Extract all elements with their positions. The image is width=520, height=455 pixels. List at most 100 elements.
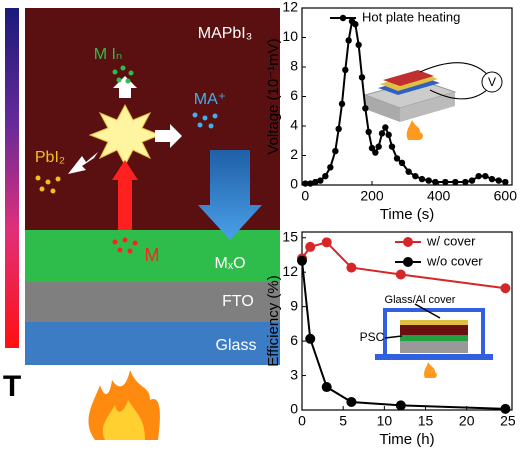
x-tick-label: 20 (459, 413, 475, 429)
data-point (365, 128, 372, 136)
legend-marker (403, 237, 413, 247)
plot-frame (301, 231, 513, 411)
arrow (155, 124, 182, 148)
y-tick-label: 15 (282, 228, 298, 244)
y-tick-label: 0 (290, 176, 298, 192)
data-point (475, 172, 482, 180)
svg-text:V: V (488, 75, 496, 89)
burst (88, 103, 162, 167)
data-point (332, 147, 339, 155)
data-point (405, 168, 412, 175)
y-tick-label: 6 (290, 332, 298, 348)
data-point (398, 159, 406, 167)
x-tick-label: 400 (427, 188, 451, 204)
x-axis-label: Time (s) (380, 206, 434, 223)
data-point (346, 262, 357, 273)
data-point (307, 180, 314, 187)
data-point (482, 172, 489, 180)
annotation: PSC (360, 330, 385, 344)
data-point (495, 177, 502, 184)
y-tick-label: 12 (282, 0, 298, 15)
data-point (488, 175, 496, 183)
data-point (352, 21, 359, 28)
temperature-bar (5, 8, 19, 348)
product-label: PbI₂ (35, 149, 65, 166)
particles (35, 175, 61, 194)
data-point (442, 178, 449, 186)
y-tick-label: 8 (290, 58, 298, 74)
data-point (418, 175, 426, 183)
product-label: MA⁺ (194, 91, 226, 108)
annotation: Glass/Al cover (385, 294, 456, 306)
legend-label: w/ cover (426, 233, 476, 248)
data-point (312, 178, 319, 186)
data-point (317, 177, 324, 184)
data-point (378, 130, 386, 137)
y-tick-label: 3 (290, 366, 298, 382)
legend-label: Hot plate heating (362, 9, 460, 24)
legend-label: w/o cover (426, 253, 483, 268)
particles (112, 65, 134, 84)
y-tick-label: 10 (282, 28, 298, 44)
data-point (322, 172, 329, 180)
particles (112, 237, 138, 254)
data-point (385, 131, 392, 139)
data-point (368, 144, 376, 152)
flame (88, 370, 160, 440)
oxide-layer (25, 230, 280, 282)
layer-label: FTO (222, 293, 254, 310)
y-tick-label: 6 (290, 87, 298, 103)
x-axis-label: Time (h) (379, 431, 434, 448)
arrow (198, 150, 262, 240)
data-point (297, 255, 307, 266)
data-point (327, 164, 334, 171)
glass-layer (25, 322, 280, 365)
x-tick-label: 0 (301, 188, 309, 204)
cover-inset (375, 303, 493, 378)
arrow (113, 76, 137, 98)
data-point (372, 149, 379, 156)
x-tick-label: 5 (339, 413, 347, 429)
arrow (112, 160, 138, 180)
data-point (342, 66, 349, 74)
data-point (432, 178, 439, 186)
device-inset: V (363, 62, 503, 140)
y-tick-label: 12 (282, 263, 298, 279)
x-tick-label: 0 (298, 413, 306, 429)
layer-label: Glass (216, 337, 257, 354)
data-point (362, 105, 369, 112)
data-point (346, 396, 357, 407)
data-point (388, 143, 396, 150)
data-point (338, 100, 346, 108)
data-point (321, 237, 332, 248)
y-axis-label: Voltage (10⁻¹mV) (265, 38, 282, 154)
data-point (305, 333, 316, 344)
data-point (425, 177, 432, 184)
x-tick-label: 600 (494, 188, 518, 204)
data-point (335, 125, 342, 133)
arrow (68, 152, 98, 174)
product-label: M Iₙ (94, 46, 123, 63)
y-axis-label: Efficiency (%) (265, 275, 282, 366)
x-tick-label: 15 (418, 413, 434, 429)
data-point (395, 400, 406, 411)
data-point (358, 74, 366, 81)
arrow (118, 178, 132, 230)
x-tick-label: 25 (500, 413, 516, 429)
y-tick-label: 0 (290, 401, 298, 417)
data-point (345, 37, 352, 44)
data-point (305, 241, 316, 252)
data-point (302, 180, 309, 187)
legend-marker (339, 14, 347, 22)
particles (192, 112, 218, 129)
data-point (375, 143, 382, 150)
data-point (321, 382, 332, 393)
data-point (355, 41, 362, 49)
data-point (468, 177, 476, 184)
y-tick-label: 2 (290, 146, 298, 162)
temperature-label: T (3, 370, 21, 403)
x-tick-label: 200 (360, 188, 384, 204)
data-point (452, 178, 459, 186)
y-tick-label: 9 (290, 297, 298, 313)
